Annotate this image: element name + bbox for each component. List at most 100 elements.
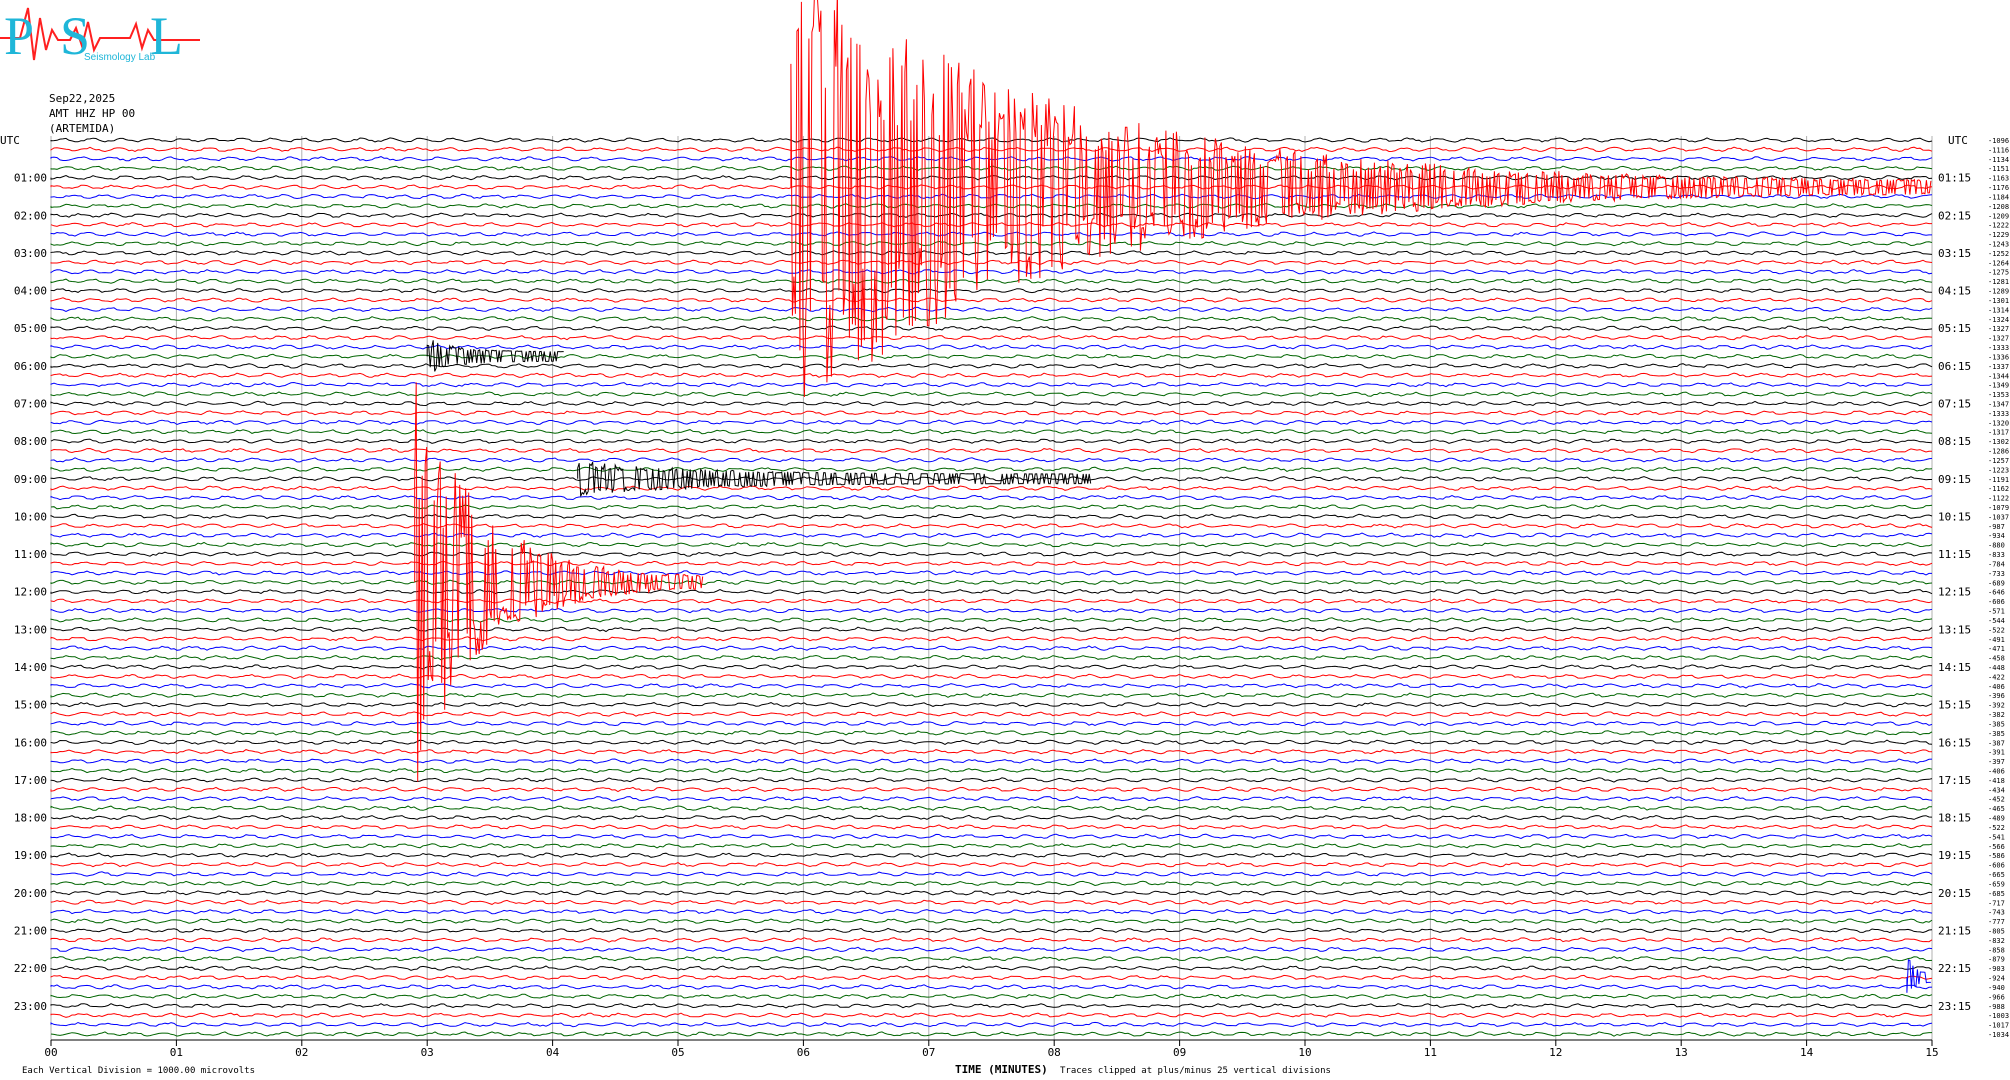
right-hour-label: 21:15	[1938, 924, 1971, 937]
trace-offset-label: -1151	[1988, 165, 2009, 173]
trace-offset-label: -988	[1988, 1003, 2005, 1011]
logo-tagline: Seismology Lab	[84, 52, 156, 63]
trace-offset-label: -1122	[1988, 495, 2009, 503]
trace-51	[50, 617, 1933, 623]
trace-offset-label: -777	[1988, 918, 2005, 926]
trace-offset-label: -1302	[1988, 438, 2009, 446]
left-hour-label: 23:00	[14, 1000, 47, 1013]
header-date: Sep22,2025	[49, 92, 116, 105]
right-hour-label: 15:15	[1938, 699, 1971, 712]
trace-18	[50, 306, 1933, 313]
trace-12	[50, 250, 1933, 256]
left-hour-label: 14:00	[14, 661, 47, 674]
trace-offset-label: -541	[1988, 833, 2005, 841]
logo-letter-s: S	[60, 6, 91, 66]
trace-65	[50, 749, 1933, 755]
trace-offset-label: -1208	[1988, 203, 2009, 211]
trace-offset-label: -544	[1988, 617, 2005, 625]
trace-71	[50, 805, 1932, 811]
x-tick-label-09: 09	[1173, 1046, 1186, 1059]
trace-35	[50, 466, 1933, 473]
trace-offset-label: -1317	[1988, 429, 2009, 437]
grid	[50, 136, 1933, 1040]
trace-offset-label: -1243	[1988, 241, 2009, 249]
trace-offset-label: -1347	[1988, 400, 2009, 408]
trace-offset-label: -1264	[1988, 259, 2009, 267]
x-tick-label-14: 14	[1800, 1046, 1814, 1059]
trace-offset-label: -1096	[1988, 137, 2009, 145]
trace-47	[50, 579, 1933, 585]
trace-66	[50, 758, 1933, 764]
right-hour-label: 03:15	[1938, 247, 1971, 260]
right-hour-label: 01:15	[1938, 172, 1971, 185]
trace-offset-label: -391	[1988, 749, 2005, 757]
trace-21	[50, 334, 1933, 341]
trace-63	[50, 730, 1933, 736]
trace-offset-label: -458	[1988, 655, 2005, 663]
left-hour-label: 19:00	[14, 849, 47, 862]
trace-37	[50, 485, 1933, 491]
trace-43	[50, 541, 1933, 548]
left-hour-label: 05:00	[14, 322, 47, 335]
trace-15	[50, 278, 1933, 284]
trace-offset-label: -434	[1988, 786, 2005, 794]
trace-23	[50, 353, 1933, 360]
right-hour-label: 19:15	[1938, 849, 1971, 862]
trace-45	[50, 560, 1933, 567]
trace-8	[50, 212, 1933, 218]
header-station: AMT HHZ HP 00	[49, 107, 136, 120]
trace-58	[50, 683, 1933, 689]
trace-30	[50, 419, 1933, 426]
trace-94	[50, 1021, 1933, 1028]
left-hour-label: 12:00	[14, 586, 47, 599]
trace-offset-label: -566	[1988, 843, 2005, 851]
x-tick-label-07: 07	[922, 1046, 935, 1059]
trace-offset-label: -422	[1988, 673, 2005, 681]
trace-31	[50, 429, 1933, 435]
trace-offset-label: -387	[1988, 739, 2005, 747]
trace-offset-label: -1176	[1988, 184, 2009, 192]
trace-80	[50, 890, 1933, 896]
trace-offset-label: -805	[1988, 927, 2005, 935]
trace-offset-label: -1003	[1988, 1012, 2009, 1020]
right-axis-title: UTC	[1948, 134, 1968, 147]
x-tick-label-05: 05	[671, 1046, 684, 1059]
trace-offset-label: -1222	[1988, 222, 2009, 230]
trace-offset-label: -1034	[1988, 1031, 2009, 1039]
right-hour-label: 22:15	[1938, 962, 1971, 975]
x-tick-label-06: 06	[797, 1046, 810, 1059]
trace-offset-label: -784	[1988, 560, 2005, 568]
trace-42	[50, 532, 1933, 538]
trace-33	[50, 447, 1932, 454]
trace-offset-label: -586	[1988, 852, 2005, 860]
right-hour-label: 04:15	[1938, 285, 1971, 298]
right-hour-label: 11:15	[1938, 548, 1971, 561]
trace-offset-label: -1344	[1988, 372, 2009, 380]
trace-27	[50, 391, 1933, 397]
trace-60	[50, 701, 1933, 708]
trace-offset-label: -1336	[1988, 353, 2009, 361]
trace-14	[50, 269, 1933, 275]
trace-offset-label: -1289	[1988, 288, 2009, 296]
trace-offset-label: -1252	[1988, 250, 2009, 258]
trace-offset-label: -1229	[1988, 231, 2009, 239]
trace-83	[50, 918, 1933, 924]
trace-offset-label: -406	[1988, 683, 2005, 691]
trace-offset-label: -406	[1988, 768, 2005, 776]
x-tick-label-12: 12	[1549, 1046, 1562, 1059]
left-hour-label: 08:00	[14, 435, 47, 448]
trace-29	[50, 410, 1933, 416]
left-hour-label: 20:00	[14, 887, 47, 900]
event-4	[1906, 959, 1931, 993]
left-hour-label: 01:00	[14, 172, 47, 185]
trace-offset-label: -934	[1988, 532, 2005, 540]
left-hour-label: 11:00	[14, 548, 47, 561]
trace-offset-label: -1037	[1988, 513, 2009, 521]
trace-offset-label: -1320	[1988, 419, 2009, 427]
trace-74	[50, 833, 1933, 840]
x-tick-label-04: 04	[546, 1046, 560, 1059]
left-hour-label: 07:00	[14, 397, 47, 410]
right-hour-label: 20:15	[1938, 887, 1971, 900]
right-hour-label: 05:15	[1938, 322, 1971, 335]
trace-57	[50, 673, 1933, 680]
